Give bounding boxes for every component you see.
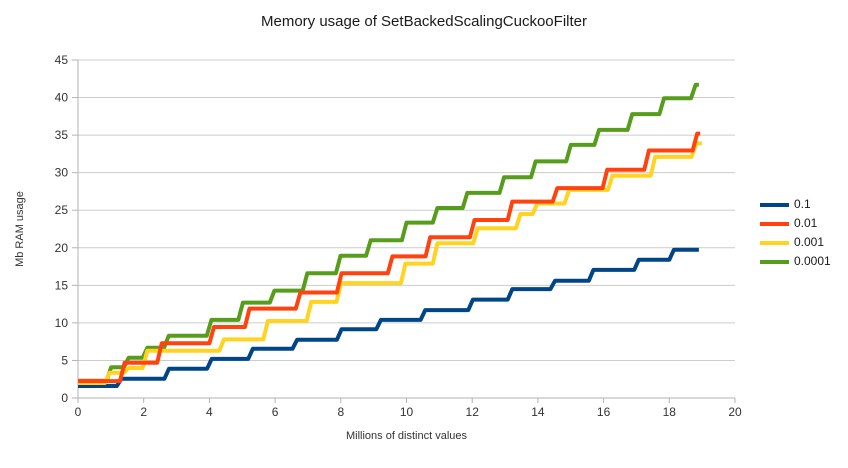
x-tick-label: 4 [206,405,213,419]
x-axis-title: Millions of distinct values [345,430,468,442]
y-tick-label: 45 [55,53,69,67]
legend-swatch [760,259,789,264]
y-tick-label: 40 [55,91,69,105]
y-tick-label: 35 [55,128,69,142]
x-tick-label: 20 [728,405,742,419]
x-tick-label: 16 [597,405,611,419]
x-tick-label: 18 [663,405,677,419]
y-tick-label: 20 [55,241,69,255]
y-tick-label: 5 [61,353,68,367]
y-axis-title: Mb RAM usage [14,191,26,267]
y-tick-label: 0 [61,391,68,405]
x-tick-label: 6 [272,405,279,419]
x-tick-label: 12 [466,405,480,419]
legend-item: 0.01 [760,214,831,233]
legend-label: 0.01 [794,216,818,230]
x-tick-label: 10 [400,405,414,419]
chart-title: Memory usage of SetBackedScalingCuckooFi… [261,13,587,30]
x-tick-label: 8 [337,405,344,419]
legend-label: 0.0001 [794,254,831,268]
legend-item: 0.0001 [760,252,831,271]
series-line-0.01 [78,131,701,384]
legend-label: 0.1 [794,197,811,211]
legend-swatch [760,240,789,245]
x-tick-label: 2 [140,405,147,419]
y-tick-label: 30 [55,166,69,180]
x-tick-label: 14 [531,405,545,419]
legend: 0.1 0.01 0.001 0.0001 [760,195,831,271]
legend-item: 0.001 [760,233,831,252]
legend-label: 0.001 [794,235,825,249]
series-line-0.001 [78,141,702,385]
legend-swatch [760,202,789,207]
y-tick-label: 10 [55,316,69,330]
series-line-0.0001 [78,82,699,383]
x-tick-label: 0 [75,405,82,419]
legend-swatch [760,221,789,226]
y-tick-label: 25 [55,203,69,217]
series-line-0.1 [78,247,699,388]
legend-item: 0.1 [760,195,831,214]
y-tick-label: 15 [55,278,69,292]
